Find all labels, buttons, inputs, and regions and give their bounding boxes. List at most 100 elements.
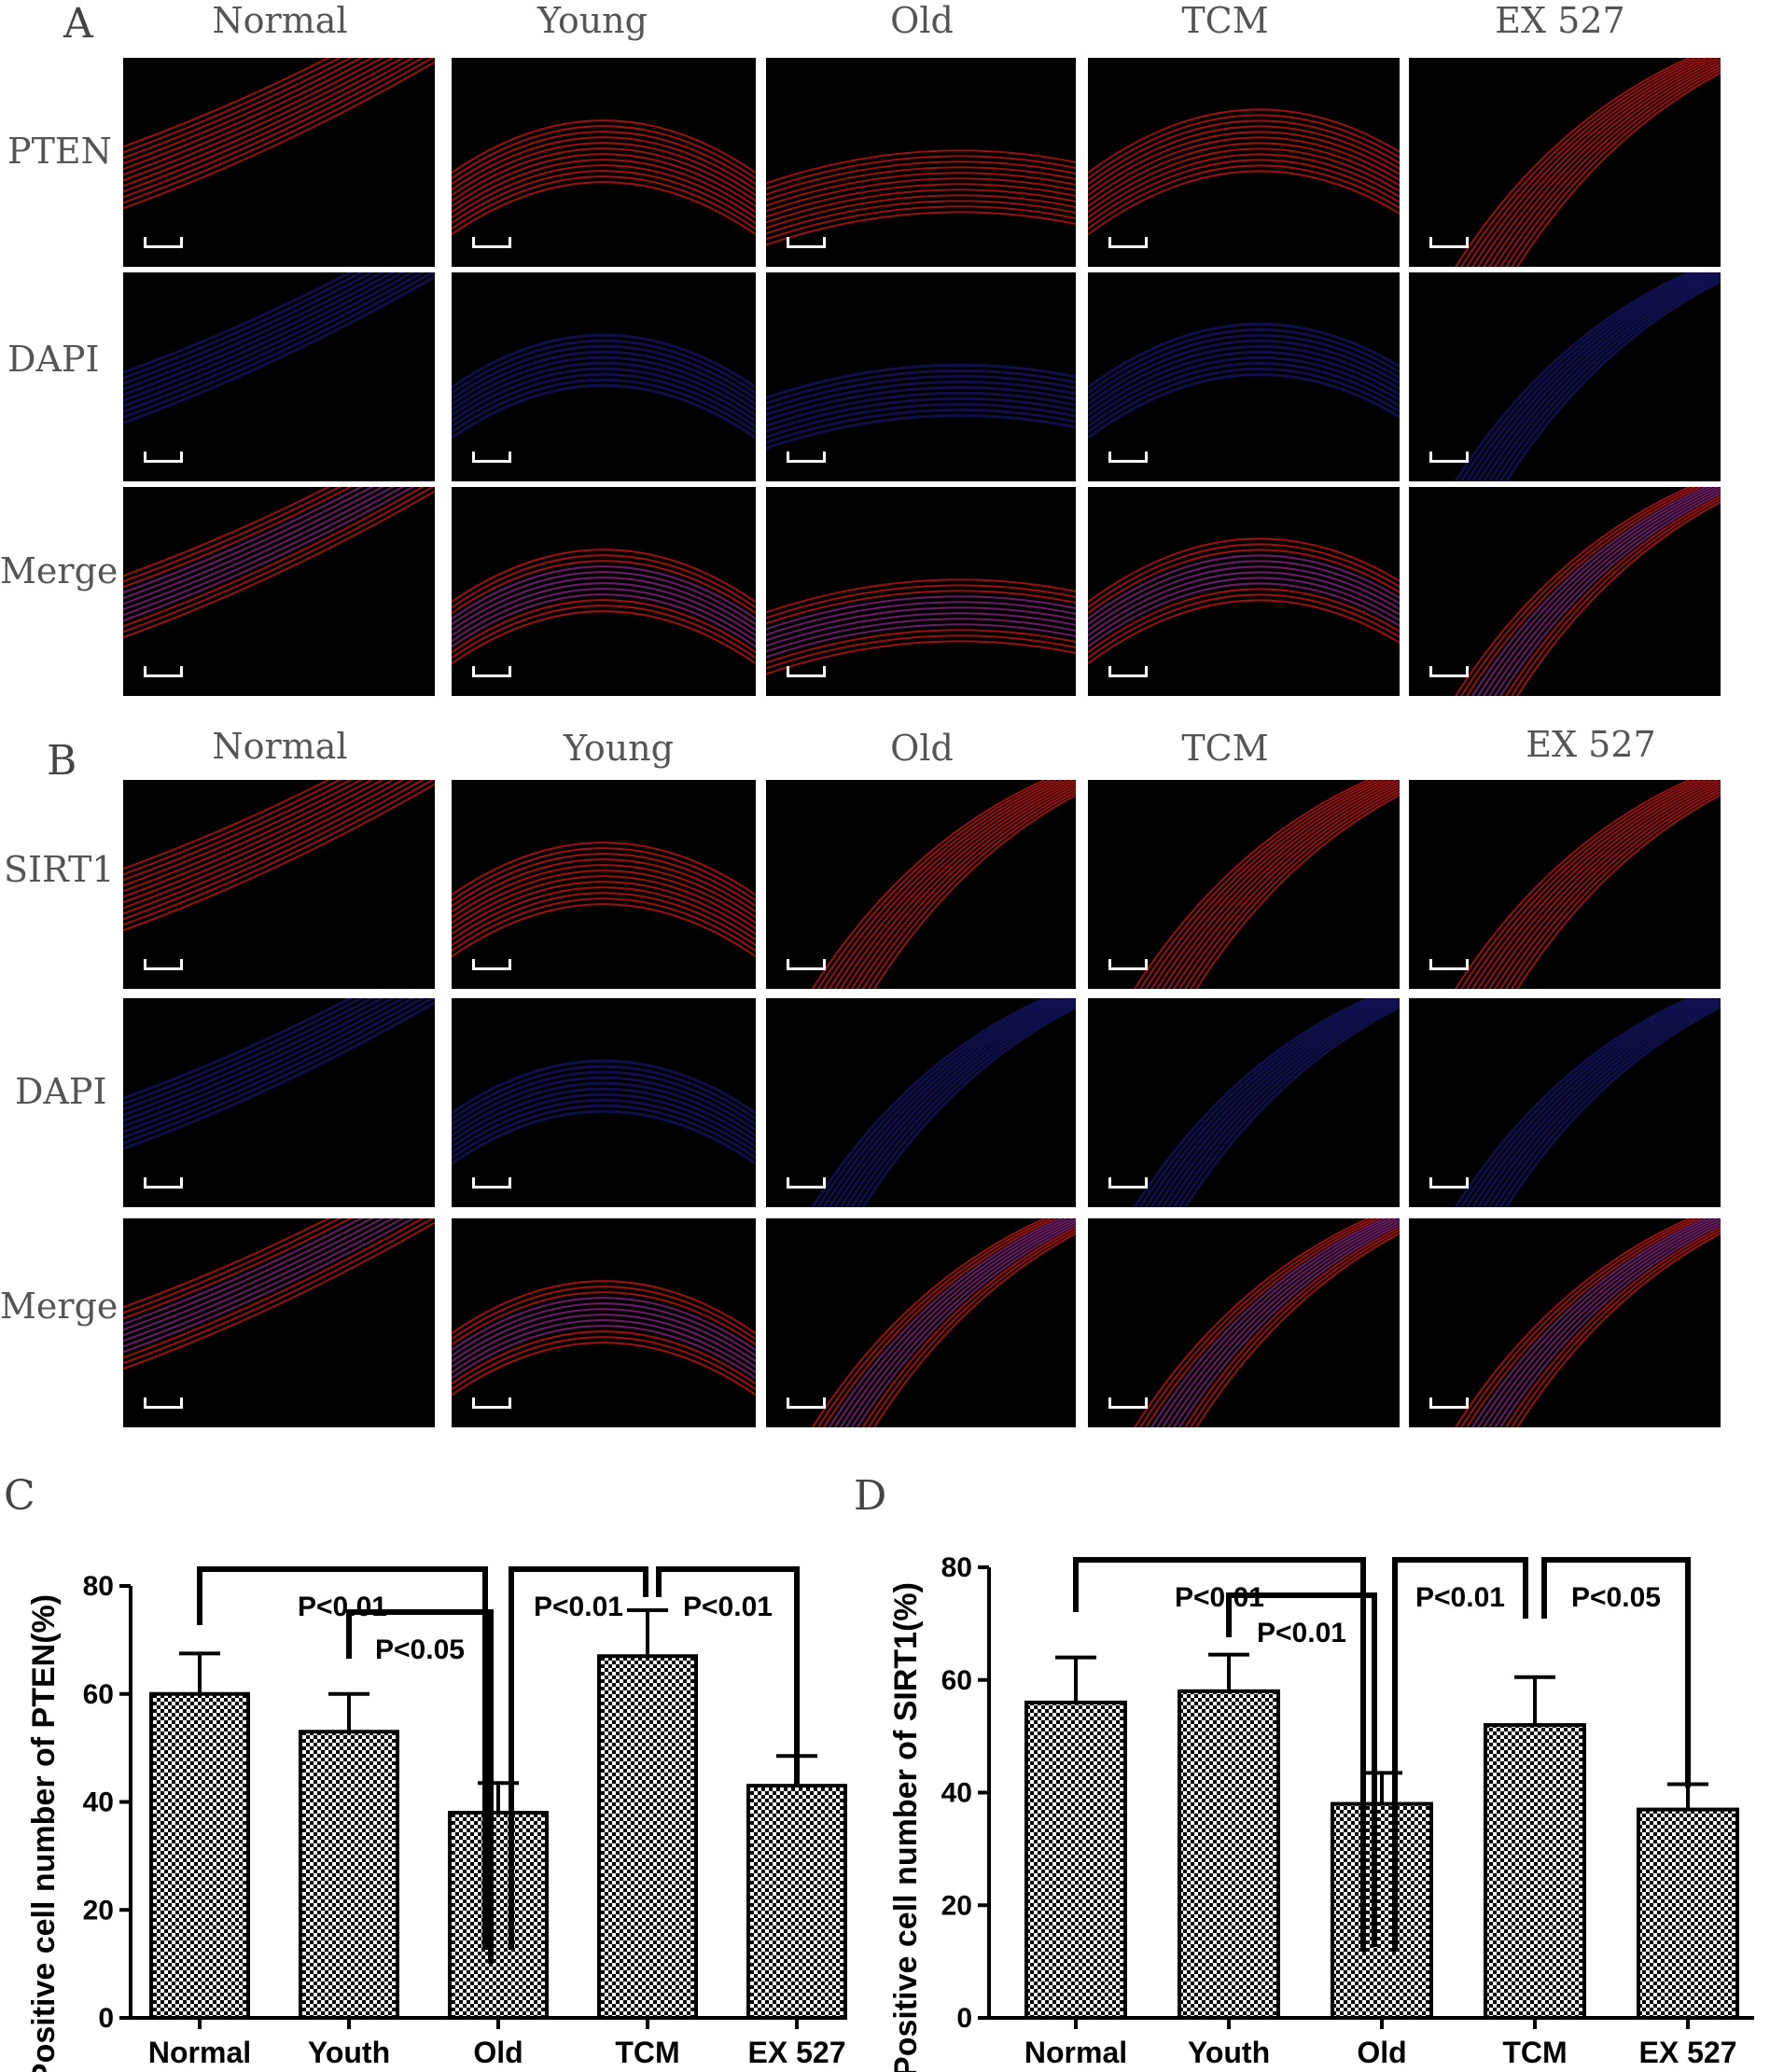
x-tick-label: Normal	[1024, 2036, 1127, 2069]
scale-bar	[1108, 1398, 1148, 1409]
micrograph-b-merge-1	[452, 1218, 756, 1427]
micrograph-b-merge-0	[123, 1218, 435, 1427]
scale-bar	[472, 666, 511, 677]
bar	[1331, 1801, 1433, 2021]
micrograph-a-dapi-2	[766, 272, 1076, 481]
column-label-tcm-b: TCM	[1181, 728, 1269, 769]
significance-bracket	[1073, 1557, 1366, 1952]
y-axis-label: Positive cell number of SIRT1(%)	[888, 1582, 924, 2072]
micrograph-a-stain-3	[1088, 58, 1400, 267]
column-label-normal-b: Normal	[212, 726, 348, 767]
y-tick-label: 20	[83, 1895, 114, 1926]
column-label-tcm-a: TCM	[1181, 0, 1269, 41]
significance-bracket	[1541, 1557, 1691, 1787]
column-label-old-a: Old	[890, 0, 954, 41]
micrograph-b-dapi-1	[452, 998, 756, 1207]
scale-bar	[1108, 666, 1148, 677]
column-label-ex527-a: EX 527	[1495, 0, 1625, 41]
column-label-young-a: Young	[537, 0, 648, 41]
p-value-label: P<0.01	[534, 1592, 623, 1622]
panel-letter-d: D	[854, 1472, 887, 1520]
significance-bracket	[1226, 1592, 1377, 1947]
scale-bar	[1108, 959, 1148, 970]
bar	[299, 1730, 399, 2020]
micrograph-b-dapi-3	[1088, 998, 1400, 1207]
micrograph-a-stain-1	[452, 58, 756, 267]
row-label-pten: PTEN	[7, 131, 112, 172]
scale-bar	[787, 959, 826, 970]
micrograph-b-stain-0	[123, 780, 435, 989]
y-tick-label: 0	[98, 2003, 114, 2034]
y-tick-label: 40	[941, 1778, 972, 1809]
micrograph-b-stain-3	[1088, 780, 1400, 989]
p-value-label: P<0.01	[1257, 1618, 1346, 1648]
micrograph-a-stain-4	[1409, 58, 1721, 267]
micrograph-a-merge-4	[1409, 487, 1721, 696]
row-label-dapi-b: DAPI	[15, 1071, 107, 1112]
row-label-merge-b: Merge	[0, 1286, 118, 1327]
scale-bar	[144, 959, 183, 970]
scale-bar	[1108, 452, 1148, 463]
micrograph-b-stain-4	[1409, 780, 1721, 989]
y-tick-label: 80	[83, 1571, 114, 1602]
scale-bar	[144, 237, 183, 248]
column-label-young-b: Young	[564, 728, 674, 769]
micrograph-b-dapi-0	[123, 998, 435, 1207]
y-tick-label: 0	[956, 2003, 972, 2034]
scale-bar	[1429, 452, 1469, 463]
scale-bar	[472, 1177, 511, 1189]
scale-bar	[787, 452, 826, 463]
scale-bar	[1429, 1398, 1469, 1409]
micrograph-b-merge-4	[1409, 1218, 1721, 1427]
p-value-label: P<0.01	[298, 1592, 387, 1622]
bar	[448, 1811, 549, 2021]
x-tick-label: Normal	[148, 2036, 251, 2069]
row-label-merge-a: Merge	[0, 550, 118, 591]
column-label-normal-a: Normal	[212, 0, 348, 41]
scale-bar	[787, 1398, 826, 1409]
y-tick-label: 20	[941, 1890, 972, 1921]
y-tick-label: 80	[941, 1552, 972, 1583]
y-tick-label: 60	[83, 1679, 114, 1710]
scale-bar	[1429, 1177, 1469, 1189]
y-axis-label: Positive cell number of PTEN(%)	[26, 1594, 62, 2072]
scale-bar	[1108, 1177, 1148, 1189]
micrograph-a-merge-1	[452, 487, 756, 696]
bar	[1178, 1689, 1280, 2020]
p-value-label: P<0.01	[1415, 1582, 1505, 1613]
micrograph-a-merge-0	[123, 487, 435, 696]
x-tick-label: Youth	[1188, 2036, 1270, 2069]
panel-letter-a: A	[63, 0, 93, 48]
micrograph-b-dapi-4	[1409, 998, 1721, 1207]
micrograph-b-merge-3	[1088, 1218, 1400, 1427]
column-label-ex527-b: EX 527	[1526, 724, 1656, 765]
scale-bar	[787, 237, 826, 248]
significance-bracket	[656, 1566, 800, 1784]
bar	[597, 1654, 698, 2021]
x-tick-label: Youth	[308, 2036, 390, 2069]
micrograph-a-dapi-0	[123, 272, 435, 481]
micrograph-b-stain-1	[452, 780, 756, 989]
significance-bracket	[197, 1566, 488, 1950]
x-tick-label: EX 527	[1639, 2036, 1737, 2069]
micrograph-a-merge-2	[766, 487, 1076, 696]
significance-bracket	[509, 1566, 648, 1950]
y-tick-label: 60	[941, 1665, 972, 1696]
panel-letter-b: B	[47, 737, 77, 785]
x-tick-label: Old	[1357, 2036, 1406, 2069]
scale-bar	[144, 666, 183, 677]
micrograph-a-dapi-4	[1409, 272, 1721, 481]
significance-bracket	[1392, 1557, 1528, 1952]
micrograph-a-stain-2	[766, 58, 1076, 267]
micrograph-b-merge-2	[766, 1218, 1076, 1427]
scale-bar	[472, 959, 511, 970]
micrograph-a-merge-3	[1088, 487, 1400, 696]
x-tick-label: EX 527	[748, 2036, 846, 2069]
bar	[1637, 1807, 1739, 2020]
panel-letter-c: C	[4, 1472, 35, 1520]
y-tick-label: 40	[83, 1787, 114, 1818]
significance-bracket	[346, 1609, 494, 1964]
sirt1-bar-chart: 0 20 40 60 80 Positive cell number of SIRT1(%…	[888, 1552, 1754, 2072]
p-value-label: P<0.01	[683, 1592, 773, 1622]
micrograph-a-stain-0	[123, 58, 435, 267]
